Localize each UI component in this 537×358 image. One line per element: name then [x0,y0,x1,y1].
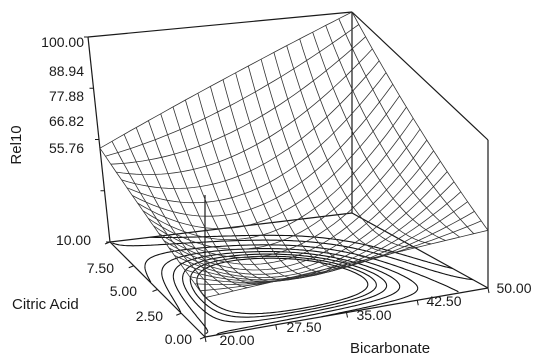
y-tick-label: 2.50 [136,308,163,324]
contour-line [196,257,369,315]
z-tick-label: 55.76 [49,140,84,156]
axis-edge [351,212,489,289]
mesh-line-bicarbonate [325,25,460,238]
x-tick-label: 42.50 [426,293,461,309]
mesh-line-citric-acid [168,161,441,275]
mesh-line-citric-acid [199,220,482,292]
z-tick-labels: 100.00 88.94 77.88 66.82 55.76 [41,34,84,156]
mesh-line-citric-acid [116,48,373,176]
contour-line [161,248,419,318]
y-tick-mark [176,312,182,316]
z-tick-label: 77.88 [49,88,84,104]
x-tick-mark [487,287,490,294]
y-tick-label: 0.00 [165,331,192,347]
x-tick-label: 35.00 [356,307,391,323]
axis-edge [87,11,353,38]
y-tick-mark [104,241,111,245]
mesh-line-citric-acid [105,24,360,157]
mesh-line-citric-acid [121,60,380,189]
mesh-line-citric-acid [132,84,394,217]
y-tick-mark [128,265,134,269]
mesh-line-citric-acid [142,106,407,240]
x-tick-mark [275,324,278,330]
mesh-line-citric-acid [194,211,475,285]
mesh-line-bicarbonate [185,99,305,281]
mesh-line-citric-acid [99,11,353,149]
mesh-line-bicarbonate [135,127,248,289]
mesh-line-citric-acid [153,128,421,258]
mesh-line-citric-acid [126,72,387,204]
mesh-line-citric-acid [110,36,366,165]
y-tick-label: 7.50 [87,260,114,276]
x-tick-label: 50.00 [496,280,531,296]
z-tick-label: 66.82 [49,113,84,129]
surface-mesh [99,11,489,299]
mesh-line-citric-acid [179,181,455,281]
mesh-line-citric-acid [137,95,400,230]
x-tick-mark [204,336,207,343]
z-tick-label: 88.94 [49,63,84,79]
x-tick-mark [416,300,419,306]
x-axis-title: Bicarbonate [350,340,430,357]
contour-line [172,251,401,336]
contour-line [150,234,453,270]
mesh-line-citric-acid [184,191,462,282]
y-tick-mark [152,289,158,292]
mesh-line-bicarbonate [338,18,475,234]
mesh-line-bicarbonate [312,32,446,241]
y-tick-label: 10.00 [56,232,91,248]
x-tick-label: 20.00 [219,332,254,348]
mesh-line-citric-acid [174,171,448,278]
contour-line [112,239,474,281]
mesh-line-citric-acid [163,150,434,271]
z-tick-label: 100.00 [41,34,84,50]
y-axis-title: Citric Acid [12,296,79,313]
y-tick-mark [199,336,206,340]
x-tick-mark [346,312,348,318]
x-tick-labels: 20.00 27.50 35.00 42.50 50.00 [219,280,531,348]
axis-edge [351,11,489,141]
mesh-line-citric-acid [158,139,428,265]
mesh-line-citric-acid [189,201,468,283]
y-tick-labels: 10.00 7.50 5.00 2.50 0.00 [56,232,192,347]
y-tick-label: 5.00 [110,283,137,299]
x-tick-label: 27.50 [286,319,321,335]
z-axis-title: Rel10 [8,125,25,164]
mesh-line-citric-acid [147,118,414,250]
